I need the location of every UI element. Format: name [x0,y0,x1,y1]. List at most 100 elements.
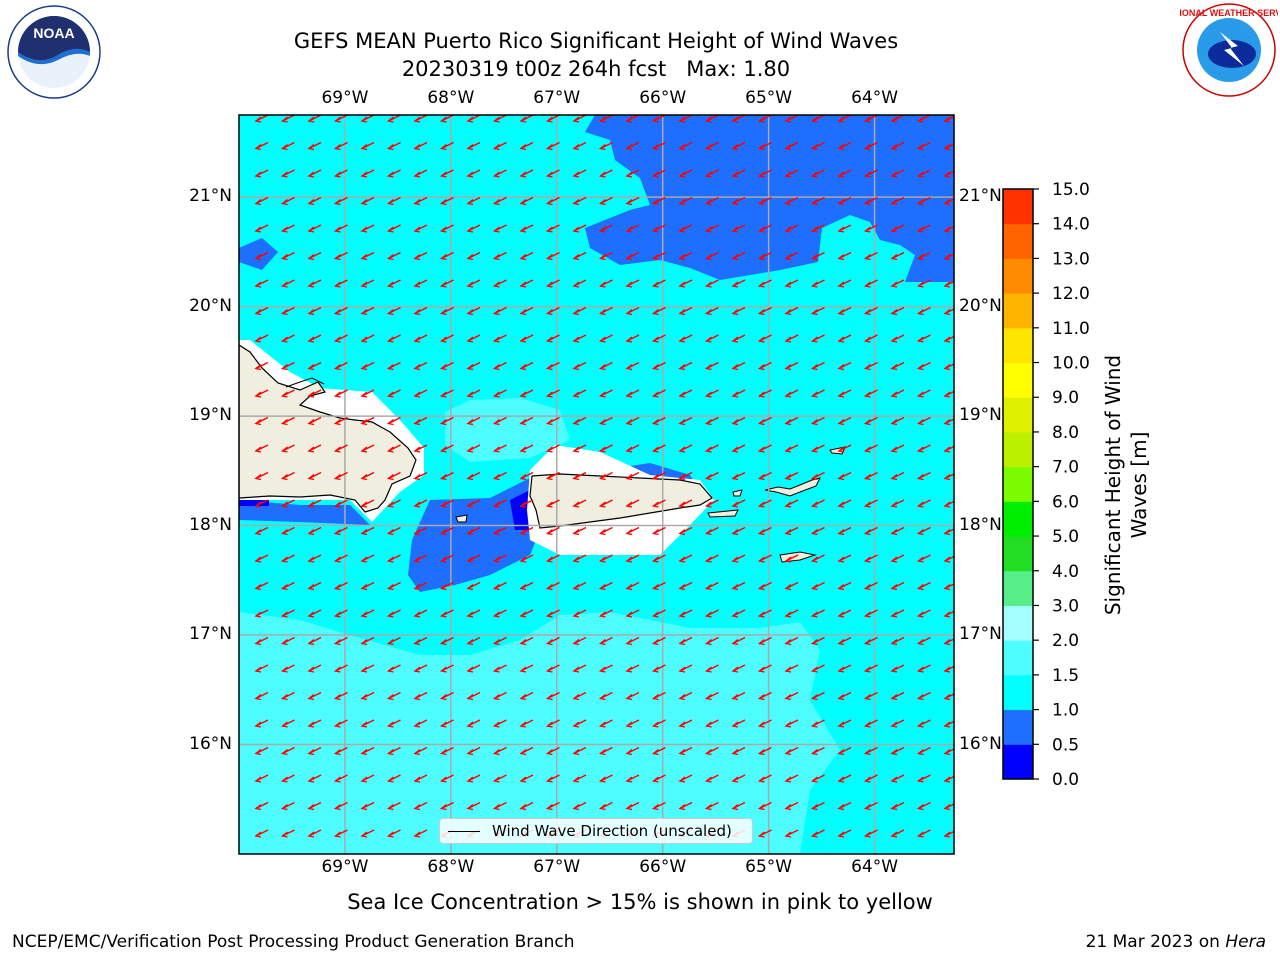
wave-direction-arrow [916,169,931,178]
colorbar-frame [1002,188,1034,780]
svg-text:NOAA: NOAA [33,25,74,41]
wave-direction-arrow [678,499,693,508]
wave-direction-arrow [678,389,693,398]
wave-direction-arrow [810,251,825,261]
wave-direction-arrow [810,526,825,536]
sea-ice-note: Sea Ice Concentration > 15% is shown in … [347,890,933,914]
wave-direction-arrow [254,416,269,426]
wave-direction-arrow [413,581,428,591]
wave-direction-arrow [810,471,825,481]
wave-direction-arrow [360,691,375,701]
wave-direction-arrow [704,361,719,371]
wave-direction-arrow [943,638,954,646]
lat-tick-right: 20°N [959,295,1002,316]
wave-direction-arrow [360,224,375,233]
wave-direction-arrow [386,169,401,178]
wave-direction-arrow [651,306,666,316]
wave-direction-arrow [492,774,507,783]
wave-direction-arrow [704,279,719,288]
colorbar-tick-label: 14.0 [1052,215,1090,235]
wave-direction-arrow [360,416,375,426]
wave-direction-arrow [519,691,534,701]
wave-direction-arrow [598,526,613,536]
wave-direction-arrow [916,554,931,563]
wave-direction-arrow [784,746,799,756]
wave-direction-arrow [837,196,852,206]
wave-direction-arrow [386,664,401,673]
colorbar-label: Significant Height of Wind Waves [m] [1101,354,1151,616]
wave-direction-arrow [598,444,613,453]
wave-direction-arrow [731,334,746,343]
wave-direction-arrow [651,746,666,756]
wave-direction-arrow [280,169,295,178]
wave-direction-arrow [360,196,375,206]
wave-direction-arrow [651,774,666,783]
wave-direction-arrow [386,361,401,371]
wave-direction-arrow [943,308,954,316]
wave-direction-arrow [492,224,507,233]
wave-direction-arrow [519,115,534,123]
wave-direction-arrow [439,306,454,316]
wave-direction-arrow [466,141,481,151]
wave-direction-arrow [837,279,852,288]
wave-direction-arrow [519,526,534,536]
wave-direction-arrow [413,636,428,646]
virgin-islands [764,477,821,497]
wave-direction-arrow [943,115,954,123]
wave-direction-arrow [651,554,666,563]
wave-direction-arrow [572,609,587,618]
wave-direction-arrow [439,581,454,591]
wave-direction-arrow [704,444,719,453]
wave-direction-arrow [413,389,428,398]
wave-direction-arrow [916,196,931,206]
wave-direction-arrow [731,609,746,618]
wave-direction-arrow [519,416,534,426]
wave-direction-arrow [545,141,560,151]
wave-direction-arrow [890,115,905,123]
colorbar-tick-label: 0.0 [1052,770,1079,790]
wave-direction-arrow [678,526,693,536]
wave-direction-arrow [333,306,348,316]
wave-direction-arrow [731,581,746,591]
wave-direction-arrow [757,664,772,673]
wave-direction-arrow [731,664,746,673]
footer-branch: NCEP/EMC/Verification Post Processing Pr… [12,932,575,952]
wave-direction-arrow [439,361,454,371]
wave-direction-arrow [466,416,481,426]
wave-direction-arrow [863,554,878,563]
wave-direction-arrow [386,829,401,838]
wave-direction-arrow [519,141,534,151]
wave-direction-arrow [360,444,375,453]
wave-direction-arrow [784,664,799,673]
wave-direction-arrow [254,581,269,591]
wave-direction-arrow [466,526,481,536]
wave-direction-arrow [757,581,772,591]
wave-direction-arrow [704,526,719,536]
wave-direction-arrow [333,251,348,261]
wave-direction-arrow [466,361,481,371]
wave-direction-arrow [916,115,931,123]
wave-direction-arrow [916,306,931,316]
wave-direction-arrow [439,416,454,426]
wave-direction-arrow [360,115,375,123]
wave-direction-arrow [360,361,375,371]
wave-direction-arrow [784,526,799,536]
wave-direction-arrow [890,279,905,288]
lon-tick-bottom: 69°W [321,857,369,877]
wave-direction-arrow [598,224,613,233]
wave-direction-arrow [625,361,640,371]
wave-direction-arrow [598,115,613,123]
wave-direction-arrow [863,141,878,151]
wave-direction-arrow [466,471,481,481]
wave-direction-arrow [413,444,428,453]
wave-direction-arrow [916,581,931,591]
wave-direction-arrow [413,499,428,508]
wave-direction-arrow [678,609,693,618]
wave-direction-arrow [280,115,295,123]
wave-direction-arrow [360,306,375,316]
wave-direction-arrow [572,801,587,811]
wave-direction-arrow [254,829,269,838]
wave-direction-arrow [916,334,931,343]
wave-direction-arrow [757,279,772,288]
wave-direction-arrow [572,141,587,151]
